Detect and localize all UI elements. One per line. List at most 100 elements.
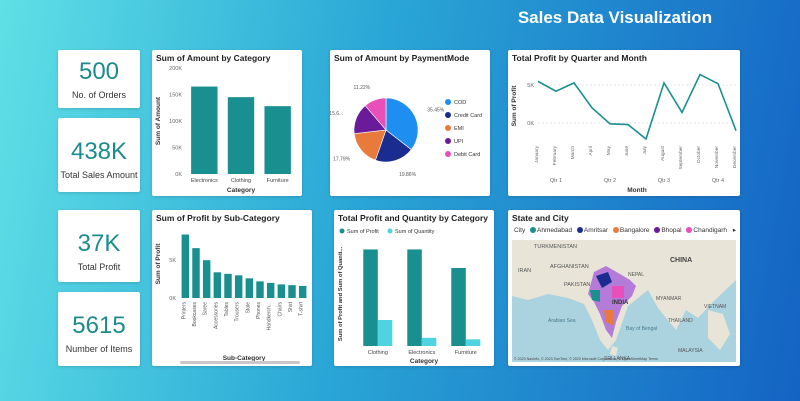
profit-by-quarter-chart: 0K 5K January February March April May June July… [511, 73, 738, 194]
kpi-profit-card[interactable]: 37K Total Profit [58, 210, 140, 282]
x-tick-label: Printers [181, 302, 187, 320]
amount-by-category-panel[interactable]: Sum of Amount by Category 0K 50K 100K 150K 2… [152, 50, 302, 196]
profit-by-subcategory-panel[interactable]: Sum of Profit by Sub-Category 0K 5K Printe… [152, 210, 312, 366]
map-label: VIETNAM [704, 304, 726, 310]
profit-by-quarter-title: Total Profit by Quarter and Month [512, 53, 647, 63]
amount-by-payment-panel[interactable]: Sum of Amount by PaymentMode 35.45% 19.86… [330, 50, 490, 196]
legend-dot-icon [612, 227, 619, 233]
x-tick-label: March [570, 146, 576, 160]
x-tick-label: Clothing [368, 350, 388, 356]
x-tick-label: Furniture [267, 178, 289, 184]
x-tick-label: Handkerch... [267, 302, 273, 330]
map-label: AFGHANISTAN [550, 264, 589, 270]
profit-qty-panel[interactable]: Total Profit and Quantity by Category Su… [334, 210, 494, 366]
bar [266, 282, 275, 298]
quarter-label: Qtr 4 [712, 178, 724, 184]
map-label: IRAN [518, 268, 531, 274]
map-land-southeast [708, 310, 730, 350]
map-label: SRI LANKA [604, 356, 631, 362]
kpi-items-card[interactable]: 5615 Number of Items [58, 292, 140, 366]
pie-data-label: 19.86% [399, 172, 417, 178]
bar [256, 281, 264, 298]
x-axis-label: Category [410, 358, 439, 365]
map-label: NEPAL [628, 272, 644, 278]
x-tick-label: Electronics [408, 350, 435, 356]
quarter-label: Qtr 1 [550, 178, 562, 184]
bar [191, 86, 218, 174]
x-tick-label: January [534, 145, 540, 163]
kpi-sales-card[interactable]: 438K Total Sales Amount [58, 118, 140, 192]
bar [451, 268, 466, 346]
pie-slice [375, 129, 412, 163]
bar [202, 260, 211, 298]
legend-label: Debit Card [454, 152, 480, 158]
x-tick-label: Shirt [288, 301, 294, 312]
y-tick-label: 200K [169, 66, 182, 72]
legend-label: UPI [454, 139, 464, 145]
y-axis-label: Sum of Profit [511, 85, 518, 127]
y-tick-label: 0K [169, 296, 176, 302]
x-tick-label: Chairs [277, 302, 283, 317]
x-tick-label: Furniture [455, 350, 477, 356]
map-legend-item: Chandigarh [693, 227, 728, 234]
bar [377, 320, 393, 346]
legend-label: Sum of Profit [347, 229, 379, 235]
x-tick-label: June [624, 146, 630, 157]
kpi-profit-label: Total Profit [77, 262, 121, 272]
y-axis-label: Sum of Profit [155, 243, 162, 285]
legend-label: Credit Card [454, 113, 482, 119]
bar [181, 234, 190, 298]
map-label: PAKISTAN [564, 282, 590, 288]
x-tick-label: Electronics [191, 178, 218, 184]
x-tick-label: Trousers [235, 302, 241, 322]
x-tick-label: Accessories [213, 302, 219, 329]
x-tick-label: Tables [224, 302, 230, 317]
quarter-label: Qtr 2 [604, 178, 616, 184]
map-label: CHINA [670, 257, 692, 264]
y-axis-label: Sum of Amount [155, 96, 162, 145]
amount-by-payment-title: Sum of Amount by PaymentMode [334, 53, 470, 63]
state-city-panel[interactable]: State and City TURKMENISTAN AFGHANISTAN … [508, 210, 740, 366]
legend-label: EMI [454, 126, 464, 132]
pie-data-label: 35.45% [427, 108, 445, 114]
profit-qty-chart: Sum of Profit Sum of Quantity Clothing Elec… [338, 228, 481, 365]
kpi-items-label: Number of Items [65, 344, 133, 354]
legend-swatch [445, 99, 451, 105]
subcategory-scrollbar[interactable] [180, 361, 300, 364]
bar [245, 278, 254, 298]
legend-swatch [339, 228, 345, 234]
kpi-sales-value: 438K [70, 138, 128, 165]
x-tick-label: December [732, 146, 738, 169]
pie-slice [385, 97, 419, 150]
bar [264, 106, 291, 174]
map-label: MYANMAR [656, 296, 682, 302]
kpi-orders-card[interactable]: 500 No. of Orders [58, 50, 140, 108]
bar [421, 337, 437, 346]
kpi-orders-value: 500 [78, 58, 120, 85]
y-tick-label: 5K [169, 258, 176, 264]
kpi-sales-label: Total Sales Amount [60, 170, 138, 180]
x-tick-label: September [678, 146, 684, 170]
kpi-orders-label: No. of Orders [71, 90, 127, 100]
map-land-srilanka [610, 346, 618, 356]
map-legend-next-icon[interactable]: ▸ [732, 227, 737, 234]
map-legend-label: City [514, 227, 526, 234]
x-tick-label: T-shirt [299, 301, 305, 316]
x-tick-label: October [696, 146, 702, 163]
x-tick-label: November [714, 146, 720, 169]
x-tick-label: Saree [203, 302, 209, 316]
bar [213, 272, 222, 298]
bar [298, 285, 307, 298]
x-tick-label: May [606, 145, 612, 155]
profit-by-quarter-panel[interactable]: Total Profit by Quarter and Month 0K 5K Ja… [508, 50, 740, 196]
x-tick-label: July [642, 145, 648, 154]
pie-data-label: 11.22% [354, 85, 371, 91]
bar [407, 249, 422, 346]
map-label: TURKMENISTAN [534, 244, 577, 250]
y-tick-label: 0K [527, 121, 534, 127]
bar [363, 249, 378, 346]
map-legend: City Ahmedabad Amritsar Bangalore Bhopal… [514, 226, 736, 234]
state-city-map[interactable]: TURKMENISTAN AFGHANISTAN IRAN PAKISTAN C… [508, 210, 740, 366]
map-legend-item: Bangalore [619, 227, 650, 234]
legend-dot-icon [686, 227, 693, 233]
